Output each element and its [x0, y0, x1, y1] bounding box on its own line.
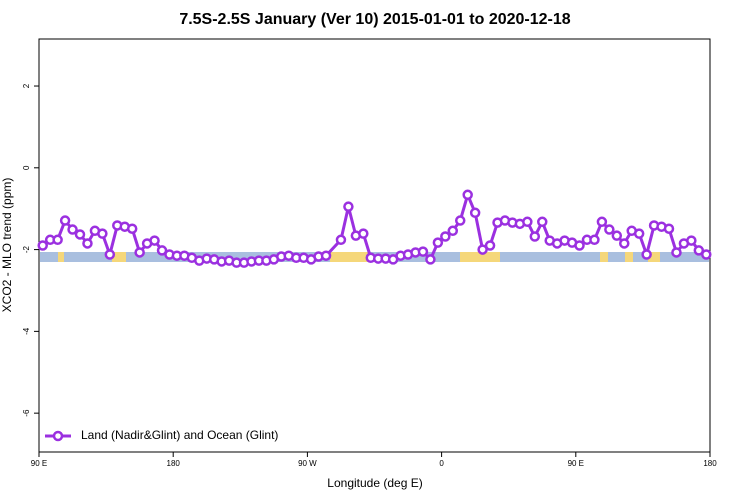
point	[484, 240, 496, 251]
point	[596, 216, 608, 228]
point	[619, 238, 630, 249]
y-tick-label: 0	[22, 165, 31, 170]
legend-marker	[52, 430, 64, 442]
point	[693, 245, 705, 256]
point	[447, 225, 459, 237]
y-tick-label: -2	[22, 245, 31, 253]
point	[104, 249, 116, 260]
point	[641, 249, 652, 260]
y-axis-label: XCO2 - MLO trend (ppm)	[0, 178, 14, 313]
x-tick-label: 90 W	[298, 459, 317, 468]
point	[574, 240, 585, 251]
point	[149, 235, 160, 246]
point	[417, 246, 429, 257]
plot-frame	[38, 38, 711, 453]
point	[633, 228, 645, 239]
point	[701, 249, 712, 260]
point	[611, 230, 623, 241]
point	[335, 234, 347, 246]
y-tick-label: -4	[22, 327, 31, 335]
point	[454, 215, 466, 226]
point	[425, 254, 436, 265]
point	[343, 201, 354, 212]
x-axis-label: Longitude (deg E)	[327, 476, 422, 490]
legend-label: Land (Nadir&Glint) and Ocean (Glint)	[81, 428, 278, 442]
x-tick-label: 0	[439, 459, 444, 468]
point	[126, 223, 138, 234]
point	[469, 207, 481, 219]
point	[59, 215, 71, 226]
point	[529, 231, 541, 242]
point	[477, 244, 488, 255]
point	[432, 237, 444, 248]
point	[74, 229, 86, 240]
point	[440, 231, 451, 242]
point	[589, 234, 600, 246]
point	[522, 216, 533, 228]
chart-title: 7.5S-2.5S January (Ver 10) 2015-01-01 to…	[179, 11, 570, 28]
point	[537, 216, 548, 228]
x-tick-label: 180	[167, 459, 181, 468]
y-tick-label: -6	[22, 409, 31, 417]
point	[134, 247, 145, 258]
y-tick-label: 2	[22, 83, 31, 88]
point	[156, 245, 168, 256]
x-tick-label: 180	[703, 459, 717, 468]
point	[320, 250, 332, 261]
point	[686, 235, 697, 246]
point	[358, 228, 369, 239]
point	[604, 224, 615, 235]
point	[462, 189, 473, 201]
point	[663, 223, 675, 234]
x-tick-label: 90 E	[31, 459, 47, 468]
point	[37, 240, 48, 251]
x-tick-label: 90 E	[568, 459, 584, 468]
point	[671, 247, 682, 258]
point	[52, 234, 63, 246]
point	[97, 228, 108, 239]
point	[67, 224, 78, 235]
point	[82, 238, 93, 249]
